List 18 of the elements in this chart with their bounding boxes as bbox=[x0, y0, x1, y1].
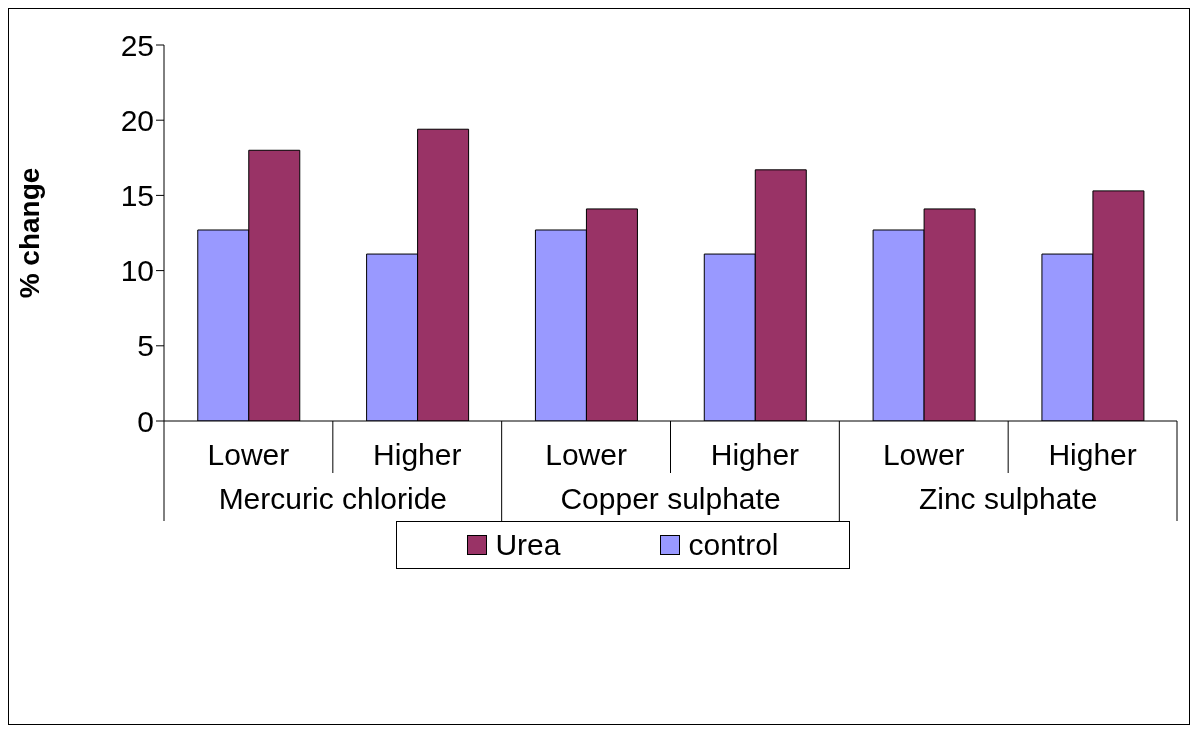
text: Zinc sulphate bbox=[918, 482, 1098, 515]
text: Mercuric chloride bbox=[218, 482, 448, 515]
y-tick-label: 5 bbox=[137, 329, 154, 363]
legend-label: control bbox=[687, 528, 779, 562]
y-tick-label: 20 bbox=[120, 103, 154, 137]
y-tick-label: 10 bbox=[120, 254, 154, 288]
legend-label: Urea bbox=[494, 528, 561, 562]
y-axis-title: % change bbox=[13, 167, 45, 299]
x-tick-label: Lower bbox=[545, 438, 627, 471]
y-tick-label: 15 bbox=[120, 179, 154, 213]
y-tick-label: 0 bbox=[137, 404, 154, 438]
x-tick-label: Higher bbox=[710, 438, 800, 471]
y-tick-label: 25 bbox=[120, 28, 154, 62]
x-tick-label: Lower bbox=[207, 438, 290, 471]
x-tick-label: Higher bbox=[1048, 438, 1137, 471]
x-tick-label: Higher bbox=[373, 438, 462, 471]
x-tick-label: Lower bbox=[882, 438, 965, 471]
text: Copper sulphate bbox=[560, 482, 781, 515]
